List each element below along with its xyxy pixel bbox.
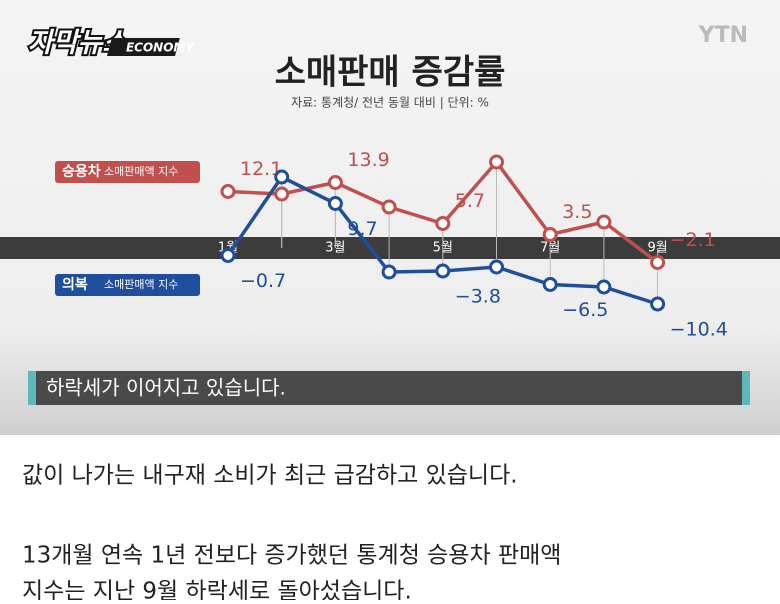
point: [274, 186, 290, 202]
point: [596, 214, 612, 230]
video-frame: [0, 0, 780, 435]
legend-sub: 소매판매액 지수: [104, 278, 178, 291]
paragraph: 지수는 지난 9월 하락세로 돌아섰습니다.: [22, 579, 412, 601]
value-label: 5.7: [455, 190, 485, 212]
point: [650, 296, 666, 312]
legend-box: [55, 161, 200, 183]
point: [489, 154, 504, 170]
point: [596, 279, 612, 295]
value-label: 13.9: [347, 149, 389, 171]
value-label: −3.8: [455, 286, 501, 308]
value-label: 12.1: [240, 158, 282, 180]
point: [435, 263, 451, 279]
legend-name: 승용차: [62, 164, 101, 180]
point: [489, 259, 504, 275]
point: [220, 248, 236, 263]
point: [220, 184, 236, 199]
paragraph: 13개월 연속 1년 전보다 증가했던 통계청 승용차 판매액: [22, 543, 561, 569]
legend-box: [55, 274, 200, 296]
point: [327, 175, 343, 190]
point: [542, 277, 558, 292]
value-label: −0.7: [240, 270, 286, 292]
value-label: −6.5: [562, 299, 608, 321]
point: [435, 216, 451, 231]
value-label: 3.5: [562, 201, 592, 223]
legend-entry: 승용차 소매판매액 지수: [55, 161, 200, 183]
legend-sub: 소매판매액 지수: [104, 165, 178, 178]
legend-entry: 의복 소매판매액 지수: [55, 274, 200, 296]
point: [381, 199, 397, 215]
caption-edge: [28, 371, 36, 405]
caption: 하락세가 이어지고 있습니다.: [46, 376, 286, 400]
point: [542, 227, 558, 242]
article-area: [0, 435, 780, 600]
chart-title: 소매판매 증감률: [275, 53, 506, 93]
zero-band: [0, 237, 780, 259]
caption-bar: [28, 371, 750, 405]
value-label: 9.7: [347, 218, 377, 240]
badge: ECONOMY: [126, 41, 195, 55]
legend-name: 의복: [62, 276, 88, 293]
caption-edge: [742, 371, 750, 405]
point: [274, 169, 290, 185]
point: [327, 196, 343, 211]
point: [650, 255, 666, 270]
value-label: −10.4: [670, 319, 728, 341]
broadcaster: YTN: [698, 23, 748, 48]
paragraph: 값이 나가는 내구재 소비가 최근 급감하고 있습니다.: [22, 463, 518, 489]
value-label: −2.1: [670, 229, 716, 251]
point: [381, 264, 397, 280]
chart-subtitle: 자료: 통계청/ 전년 동월 대비 | 단위: %: [291, 96, 489, 110]
badge-bg: [106, 38, 180, 56]
